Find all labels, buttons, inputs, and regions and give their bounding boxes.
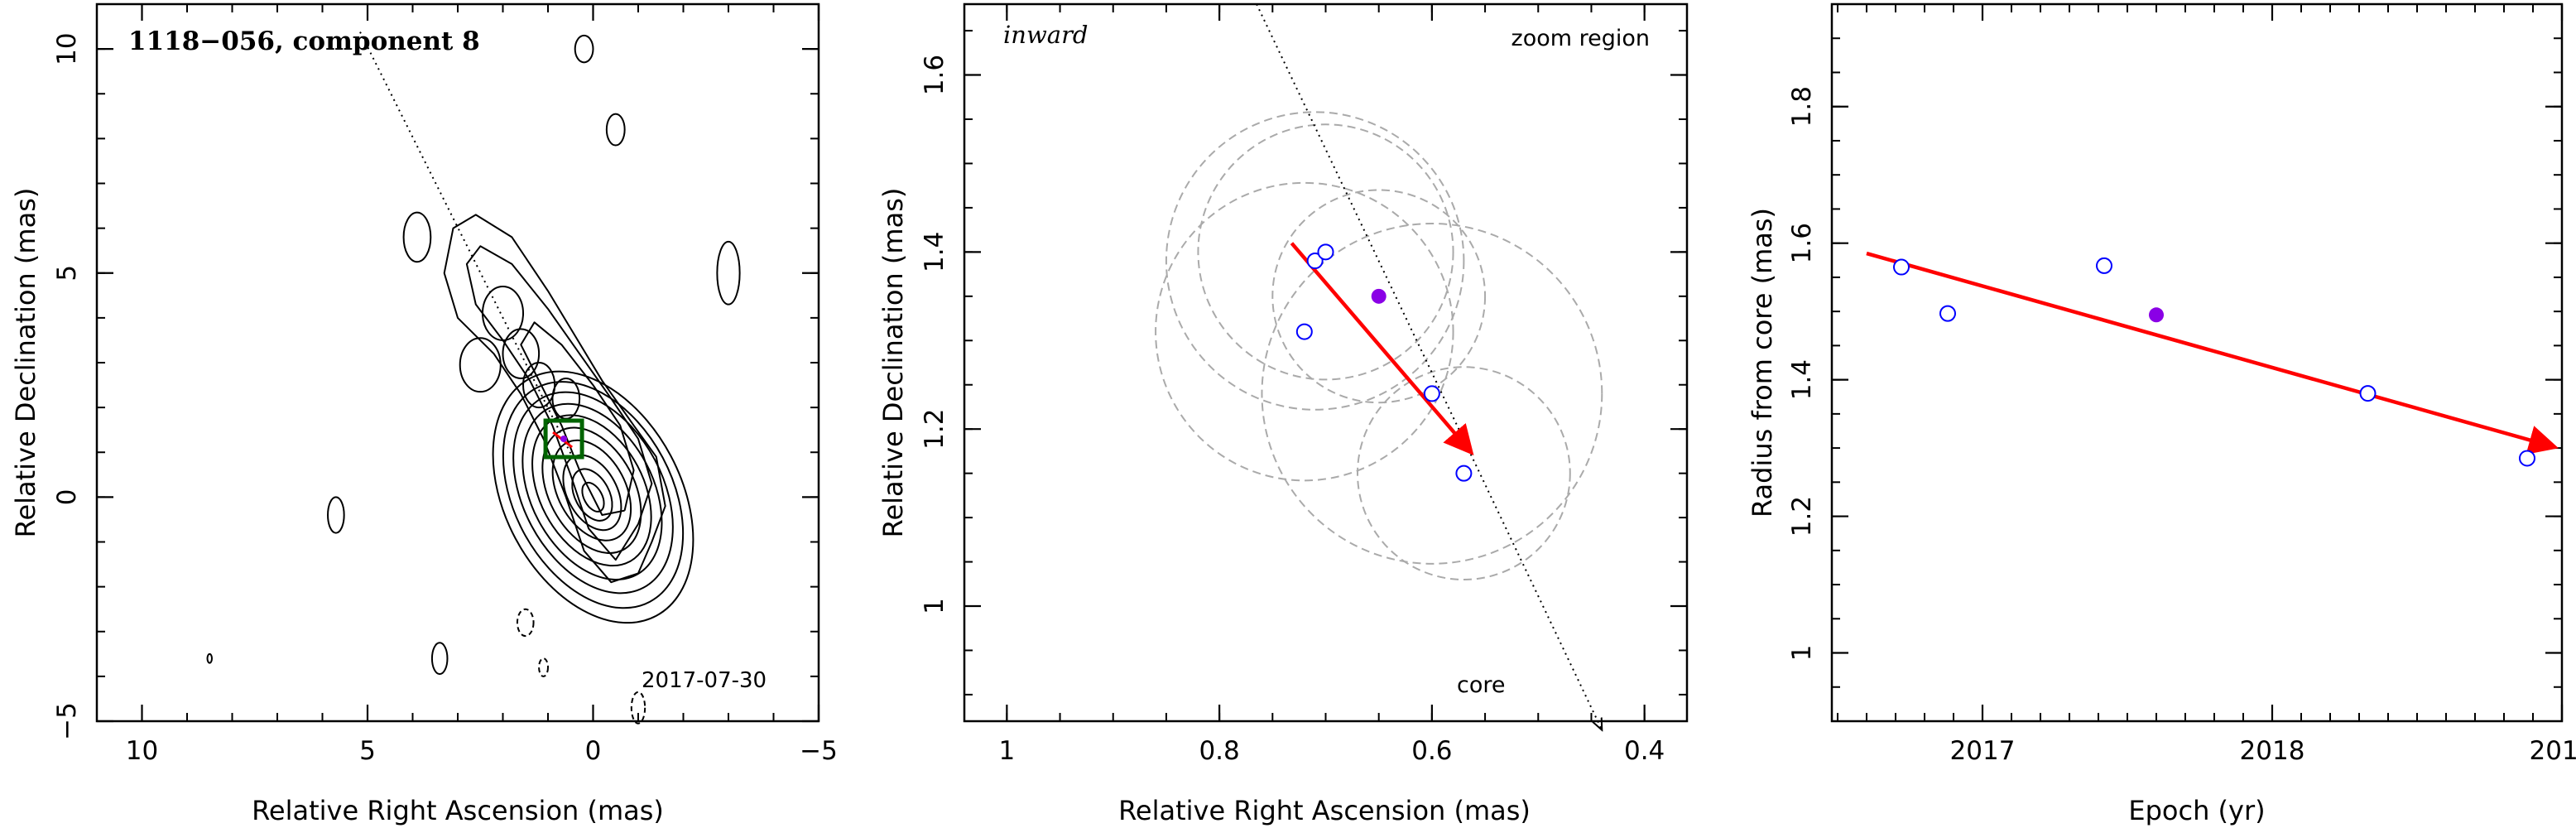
panel-title: 1118−056, component 8 [128, 26, 480, 56]
radius-vs-epoch-panel: 2017 2018 2019 1 1.2 1.4 1.6 1.8 Epoch (yr) Rad… [1747, 2, 2576, 826]
epoch-point [1455, 465, 1473, 482]
core-label: core [1457, 672, 1505, 698]
axis-ticks: 2017 2018 2019 1 1.2 1.4 1.6 1.8 [1787, 3, 2576, 766]
plot-frame [1830, 2, 2564, 723]
trend-arrow [1290, 242, 1474, 456]
y-tick-label: 0 [52, 489, 82, 506]
y-tick-label: 1.6 [1787, 223, 1817, 263]
y-tick-label: 1 [920, 598, 949, 614]
error-circle [1271, 189, 1487, 404]
y-tick-label: 1 [1787, 645, 1817, 662]
core-contour [492, 370, 694, 624]
x-tick-label: 2017 [1950, 736, 2016, 766]
isolated-contour [206, 652, 213, 664]
epoch-point [1317, 243, 1334, 261]
isolated-contour [402, 211, 432, 263]
epoch-point [1295, 323, 1313, 340]
y-tick-label: 1.6 [920, 55, 949, 95]
contour-lines [206, 30, 741, 724]
isolated-contour [574, 34, 594, 64]
zoom-region-label: zoom region [1511, 26, 1650, 51]
isolated-contour [605, 113, 626, 147]
y-tick-label: 5 [52, 265, 82, 282]
y-axis-label: Relative Declination (mas) [877, 188, 909, 538]
isolated-contour [430, 642, 449, 676]
x-tick-label: 10 [126, 736, 158, 766]
x-axis-label: Epoch (yr) [2128, 795, 2265, 826]
error-circle [1197, 123, 1454, 381]
epoch-point [1423, 385, 1440, 402]
mini-highlight-marker [560, 436, 568, 443]
x-axis-label: Relative Right Ascension (mas) [1118, 795, 1531, 826]
jet-knot-contour [522, 362, 556, 409]
negative-contour [516, 608, 535, 638]
x-tick-label: 0.4 [1624, 736, 1665, 766]
jet-contour [465, 245, 653, 561]
jet-knot-contour [459, 337, 502, 393]
x-tick-label: −5 [800, 736, 838, 766]
negative-contour [630, 691, 646, 724]
core-contour [502, 381, 685, 609]
error-circle [1155, 181, 1454, 482]
jet-contour [520, 321, 635, 516]
epoch-date-label: 2017-07-30 [642, 668, 767, 693]
core-contour [541, 426, 642, 554]
y-tick-label: 1.4 [920, 232, 949, 272]
isolated-contour [716, 240, 741, 306]
jet-knot-contour [481, 285, 525, 341]
error-circle [1357, 366, 1571, 581]
y-tick-label: 1.8 [1787, 86, 1817, 127]
axis-ticks: 10 5 0 −5 −5 0 5 10 [52, 3, 838, 766]
x-tick-label: 5 [359, 736, 376, 766]
y-axis-label: Relative Declination (mas) [10, 188, 41, 538]
epoch-point [1306, 253, 1324, 270]
y-tick-label: 1.4 [1787, 359, 1817, 400]
epoch-point [2359, 385, 2377, 402]
isolated-contour [327, 496, 345, 534]
x-axis-label: Relative Right Ascension (mas) [252, 795, 664, 826]
epoch-point [1939, 305, 1956, 322]
inward-label: inward [1003, 21, 1089, 49]
epoch-point [1893, 258, 1910, 276]
contour-map-panel: 10 5 0 −5 −5 0 5 10 1118−056, component 8 2017-… [10, 2, 838, 826]
highlight-epoch-point [2149, 307, 2164, 323]
x-tick-label: 2019 [2530, 736, 2576, 766]
x-tick-label: 0 [585, 736, 602, 766]
jet-knot-contour [551, 377, 581, 420]
x-tick-label: 1 [998, 736, 1015, 766]
x-tick-label: 0.8 [1199, 736, 1239, 766]
plot-frame [963, 2, 1689, 723]
y-tick-label: 10 [52, 32, 82, 65]
zoom-region-box [543, 418, 584, 460]
core-contour [512, 391, 674, 595]
axis-ticks: 1 0.8 0.6 0.4 1 1.2 1.4 1.6 [920, 4, 1687, 766]
error-circle [1261, 223, 1603, 565]
highlight-epoch-point [1371, 288, 1387, 304]
y-tick-label: −5 [52, 702, 82, 740]
epoch-point [2519, 450, 2535, 467]
y-axis-label: Radius from core (mas) [1747, 208, 1778, 518]
jet-knot-contour [502, 328, 541, 379]
core-contour [551, 439, 632, 542]
error-circle [1165, 111, 1465, 411]
x-tick-label: 0.6 [1411, 736, 1452, 766]
negative-contour [538, 657, 549, 677]
trajectory-line [358, 30, 574, 460]
zoom-region-panel: 1 0.8 0.6 0.411.21.41.6 inward zoom region … [877, 2, 1689, 826]
trend-arrow [1866, 251, 2559, 455]
x-tick-label: 2018 [2240, 736, 2305, 766]
trajectory-line [1256, 3, 1602, 730]
y-tick-label: 1.2 [920, 409, 949, 450]
y-tick-label: 1.2 [1787, 496, 1817, 537]
epoch-point [2096, 257, 2112, 274]
plot-frame [95, 2, 820, 723]
core-contour [521, 402, 663, 581]
jet-contour [443, 214, 666, 584]
